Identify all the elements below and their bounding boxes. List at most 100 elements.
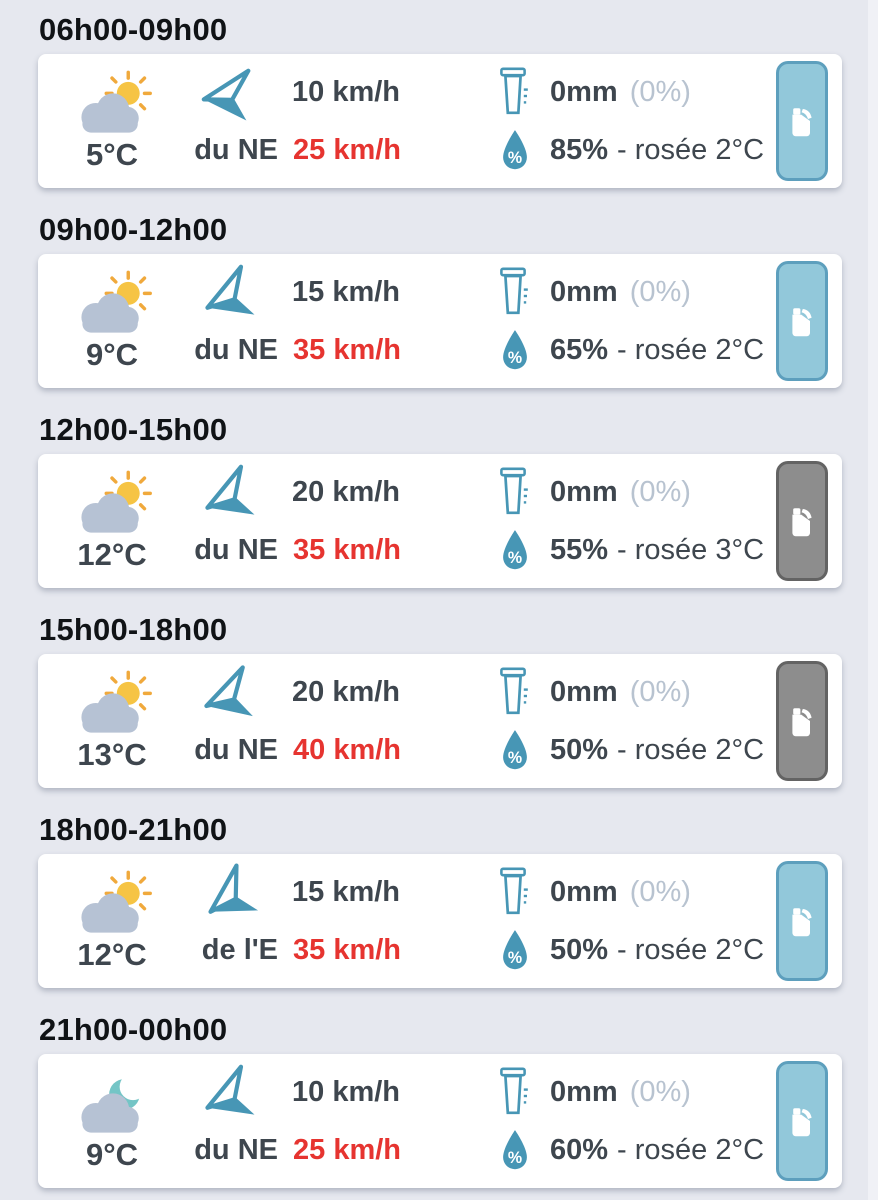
status-button[interactable] bbox=[776, 661, 828, 781]
temperature-value: 13°C bbox=[77, 737, 147, 772]
wind-gust-value: 25 km/h bbox=[293, 1133, 401, 1166]
jerrycan-icon bbox=[792, 508, 812, 537]
forecast-section: 21h00-00h00 bbox=[38, 1012, 842, 1188]
humidity-icon-wrap: % bbox=[492, 1128, 538, 1173]
wind-speed-line: 15 km/h bbox=[186, 863, 492, 916]
forecast-card[interactable]: 5°C 10 km/h du NE 25 km/h bbox=[38, 54, 842, 188]
svg-text:%: % bbox=[508, 949, 522, 967]
forecast-card[interactable]: 9°C 15 km/h du NE 35 km/h bbox=[38, 254, 842, 388]
temperature-column: 13°C bbox=[38, 669, 186, 773]
rain-gauge-icon bbox=[500, 267, 528, 315]
forecast-card[interactable]: 12°C 20 km/h du NE 35 km/h bbox=[38, 454, 842, 588]
precipitation-probability: (0%) bbox=[629, 275, 691, 308]
wind-arrow-wrap bbox=[186, 462, 278, 522]
dew-point-value: - rosée 2°C bbox=[617, 133, 765, 166]
wind-speed-line: 20 km/h bbox=[186, 464, 492, 516]
precipitation-line: 0mm (0%) bbox=[492, 1067, 776, 1116]
sun-behind-cloud-icon bbox=[81, 70, 152, 133]
rain-gauge-icon bbox=[500, 1067, 528, 1115]
wind-speed-line: 10 km/h bbox=[186, 68, 492, 121]
forecast-list: 06h00-09h00 bbox=[0, 12, 878, 1188]
wind-arrow-wrap bbox=[186, 1062, 278, 1122]
rain-gauge-wrap bbox=[492, 263, 538, 321]
precipitation-column: 0mm (0%) % 65% - rosée 2°C bbox=[492, 267, 776, 374]
humidity-line: % 60% - rosée 2°C bbox=[492, 1126, 776, 1174]
rain-gauge-wrap bbox=[492, 1063, 538, 1121]
status-button[interactable] bbox=[776, 61, 828, 181]
wind-column: 20 km/h du NE 35 km/h bbox=[186, 464, 492, 574]
wind-direction-arrow-icon bbox=[205, 1064, 255, 1115]
jerrycan-icon bbox=[792, 1108, 812, 1137]
wind-arrow-wrap bbox=[186, 262, 278, 322]
precipitation-line: 0mm (0%) bbox=[492, 467, 776, 516]
wind-arrow-wrap bbox=[186, 662, 278, 722]
dew-point-value: - rosée 2°C bbox=[617, 1133, 765, 1166]
precipitation-value: 0mm bbox=[550, 1075, 618, 1108]
time-range-heading: 18h00-21h00 bbox=[39, 812, 228, 847]
precipitation-line: 0mm (0%) bbox=[492, 867, 776, 916]
time-range-heading: 21h00-00h00 bbox=[39, 1012, 228, 1047]
temperature-value: 12°C bbox=[77, 937, 147, 972]
precipitation-column: 0mm (0%) % 50% - rosée 2°C bbox=[492, 667, 776, 774]
forecast-card[interactable]: 12°C 15 km/h de l'E 35 km/h bbox=[38, 854, 842, 988]
wind-speed-line: 20 km/h bbox=[186, 665, 492, 717]
dew-point-value: - rosée 3°C bbox=[617, 533, 765, 566]
forecast-card[interactable]: 13°C 20 km/h du NE 40 km/h bbox=[38, 654, 842, 788]
time-range-heading: 09h00-12h00 bbox=[39, 212, 228, 247]
jerrycan-icon bbox=[792, 108, 812, 137]
precipitation-value: 0mm bbox=[550, 875, 618, 908]
wind-speed-value: 10 km/h bbox=[292, 75, 400, 108]
precipitation-column: 0mm (0%) % 50% - rosée 2°C bbox=[492, 867, 776, 974]
time-range-heading: 15h00-18h00 bbox=[39, 612, 228, 647]
wind-gust-value: 35 km/h bbox=[293, 533, 401, 566]
status-button[interactable] bbox=[776, 861, 828, 981]
temperature-column: 5°C bbox=[38, 69, 186, 173]
humidity-drop-percent-icon: % bbox=[503, 129, 527, 169]
wind-gust-line: du NE 40 km/h bbox=[186, 726, 492, 774]
status-button[interactable] bbox=[776, 461, 828, 581]
status-button[interactable] bbox=[776, 261, 828, 381]
humidity-value: 50% bbox=[550, 933, 609, 966]
svg-text:%: % bbox=[508, 149, 522, 167]
wind-direction-arrow-icon bbox=[205, 464, 255, 515]
wind-column: 15 km/h de l'E 35 km/h bbox=[186, 863, 492, 974]
temperature-value: 12°C bbox=[77, 537, 147, 572]
svg-text:%: % bbox=[508, 1149, 522, 1167]
forecast-card[interactable]: 9°C 10 km/h du NE 25 km/h bbox=[38, 1054, 842, 1188]
precipitation-probability: (0%) bbox=[629, 1075, 691, 1108]
sun-behind-cloud-icon bbox=[81, 270, 152, 333]
temperature-value: 5°C bbox=[85, 137, 139, 172]
wind-direction-label: de l'E bbox=[201, 933, 278, 966]
forecast-section: 12h00-15h00 bbox=[38, 412, 842, 588]
wind-direction-label: du NE bbox=[194, 1133, 278, 1166]
humidity-line: % 65% - rosée 2°C bbox=[492, 326, 776, 374]
precipitation-column: 0mm (0%) % 60% - rosée 2°C bbox=[492, 1067, 776, 1174]
wind-gust-value: 40 km/h bbox=[293, 733, 401, 766]
time-range-heading: 06h00-09h00 bbox=[39, 12, 228, 47]
rain-gauge-icon bbox=[500, 67, 528, 115]
humidity-line: % 50% - rosée 2°C bbox=[492, 926, 776, 974]
precipitation-column: 0mm (0%) % 85% - rosée 2°C bbox=[492, 67, 776, 174]
precipitation-value: 0mm bbox=[550, 475, 618, 508]
precipitation-probability: (0%) bbox=[629, 875, 691, 908]
precipitation-value: 0mm bbox=[550, 675, 618, 708]
wind-direction-arrow-icon bbox=[205, 264, 255, 315]
sun-behind-cloud-icon bbox=[81, 670, 152, 733]
svg-text:%: % bbox=[508, 549, 522, 567]
humidity-icon-wrap: % bbox=[492, 928, 538, 973]
forecast-section: 06h00-09h00 bbox=[38, 12, 842, 188]
temperature-column: 12°C bbox=[38, 469, 186, 573]
humidity-value: 60% bbox=[550, 1133, 609, 1166]
humidity-line: % 55% - rosée 3°C bbox=[492, 526, 776, 574]
jerrycan-icon bbox=[792, 708, 812, 737]
rain-gauge-icon bbox=[500, 467, 528, 515]
precipitation-probability: (0%) bbox=[629, 75, 691, 108]
status-button[interactable] bbox=[776, 1061, 828, 1181]
jerrycan-icon bbox=[792, 308, 812, 337]
forecast-section: 18h00-21h00 bbox=[38, 812, 842, 988]
wind-column: 15 km/h du NE 35 km/h bbox=[186, 264, 492, 374]
humidity-drop-percent-icon: % bbox=[503, 1129, 527, 1169]
wind-arrow-wrap bbox=[186, 62, 278, 122]
rain-gauge-icon bbox=[500, 867, 528, 915]
wind-gust-value: 25 km/h bbox=[293, 133, 401, 166]
